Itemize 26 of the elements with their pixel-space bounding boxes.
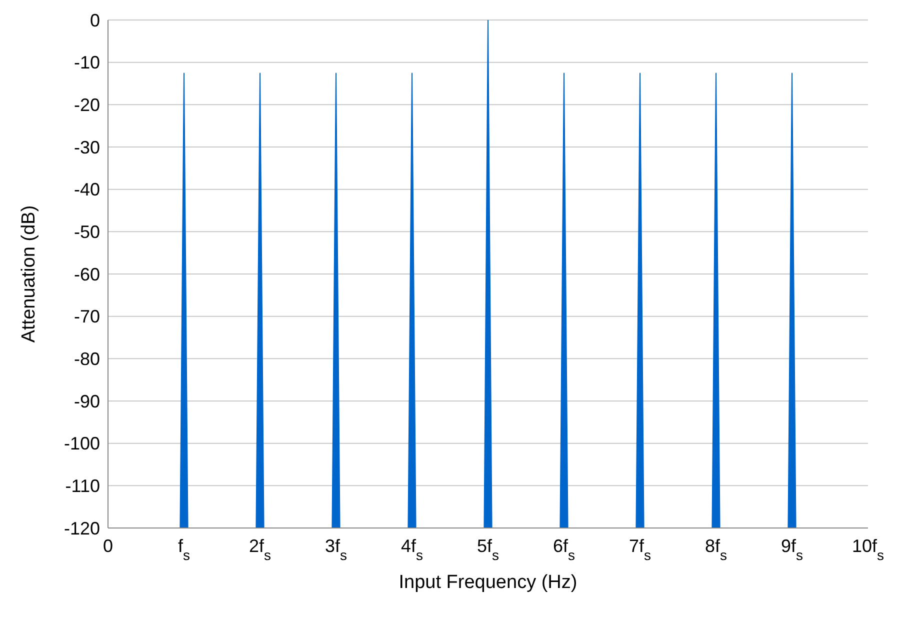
y-tick-label: -90 (74, 391, 100, 412)
x-tick-label: 5f$_{s}$ (476, 536, 500, 563)
x-tick-label: 10f$_{s}$ (852, 536, 884, 563)
x-tick-label: 4f$_{s}$ (400, 536, 424, 563)
x-tick-label: 2f$_{s}$ (248, 536, 272, 563)
y-tick-label: -120 (64, 518, 100, 538)
y-tick-label: 0 (90, 10, 100, 30)
y-tick-label: -110 (65, 476, 100, 496)
y-axis-title: Attenuation (dB) (18, 205, 40, 343)
x-tick-label: 8f$_{s}$ (704, 536, 728, 563)
y-tick-label: -100 (64, 434, 100, 454)
y-tick-label: -20 (74, 95, 100, 116)
y-tick-label: -60 (74, 264, 100, 284)
x-tick-label: 6f$_{s}$ (552, 536, 576, 563)
x-tick-label: 9f$_{s}$ (780, 536, 804, 563)
x-tick-label: 7f$_{s}$ (628, 536, 652, 563)
y-tick-label: -10 (74, 52, 100, 73)
x-tick-label: f$_{s}$ (178, 536, 190, 563)
y-tick-label: -50 (74, 222, 100, 242)
x-tick-label: 3f$_{s}$ (324, 536, 348, 563)
y-tick-label: -40 (74, 180, 100, 200)
y-tick-label: -80 (74, 349, 100, 370)
y-tick-label: -70 (74, 306, 100, 327)
y-tick-label: -30 (74, 137, 100, 158)
x-tick-label: 0 (102, 536, 114, 556)
x-axis-title: Input Frequency (Hz) (398, 572, 578, 593)
